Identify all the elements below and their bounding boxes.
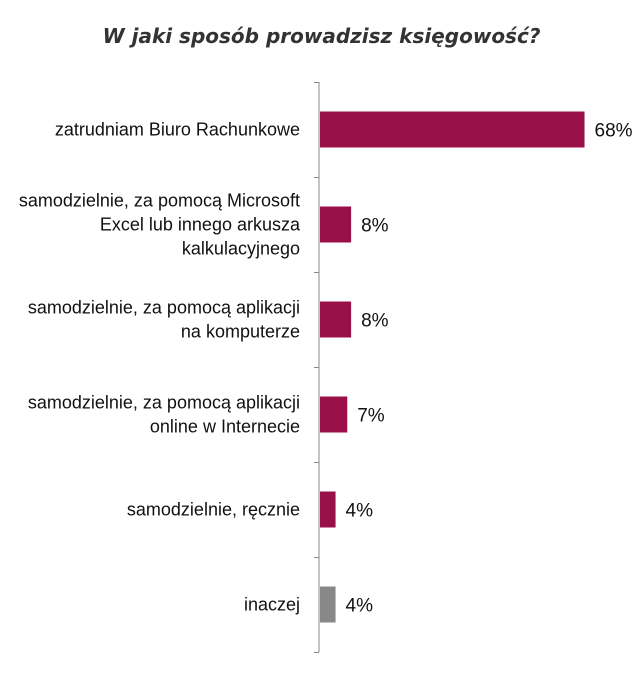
data-label: 8%	[361, 311, 389, 332]
category-label: kalkulacyjnego	[182, 239, 300, 259]
bar	[320, 206, 352, 243]
bar	[320, 396, 348, 433]
data-label: 4%	[346, 596, 374, 617]
data-label: 4%	[346, 501, 374, 522]
category-label: samodzielnie, za pomocą aplikacji	[28, 393, 300, 413]
category-label: zatrudniam Biuro Rachunkowe	[55, 120, 300, 140]
data-label: 68%	[595, 121, 633, 142]
category-label: inaczej	[244, 595, 300, 615]
chart-title: W jaki sposób prowadzisz księgowość?	[102, 24, 541, 48]
bar	[320, 586, 336, 623]
category-label: samodzielnie, za pomocą Microsoft	[19, 191, 300, 211]
category-label: Excel lub innego arkusza	[100, 215, 301, 235]
category-label: samodzielnie, za pomocą aplikacji	[28, 298, 300, 318]
bar	[320, 491, 336, 528]
data-label: 7%	[357, 406, 385, 427]
category-label: online w Internecie	[150, 417, 300, 437]
category-label: samodzielnie, ręcznie	[127, 500, 300, 520]
bar	[320, 301, 352, 338]
category-label: na komputerze	[181, 322, 300, 342]
data-label: 8%	[361, 216, 389, 237]
bar	[320, 111, 585, 148]
